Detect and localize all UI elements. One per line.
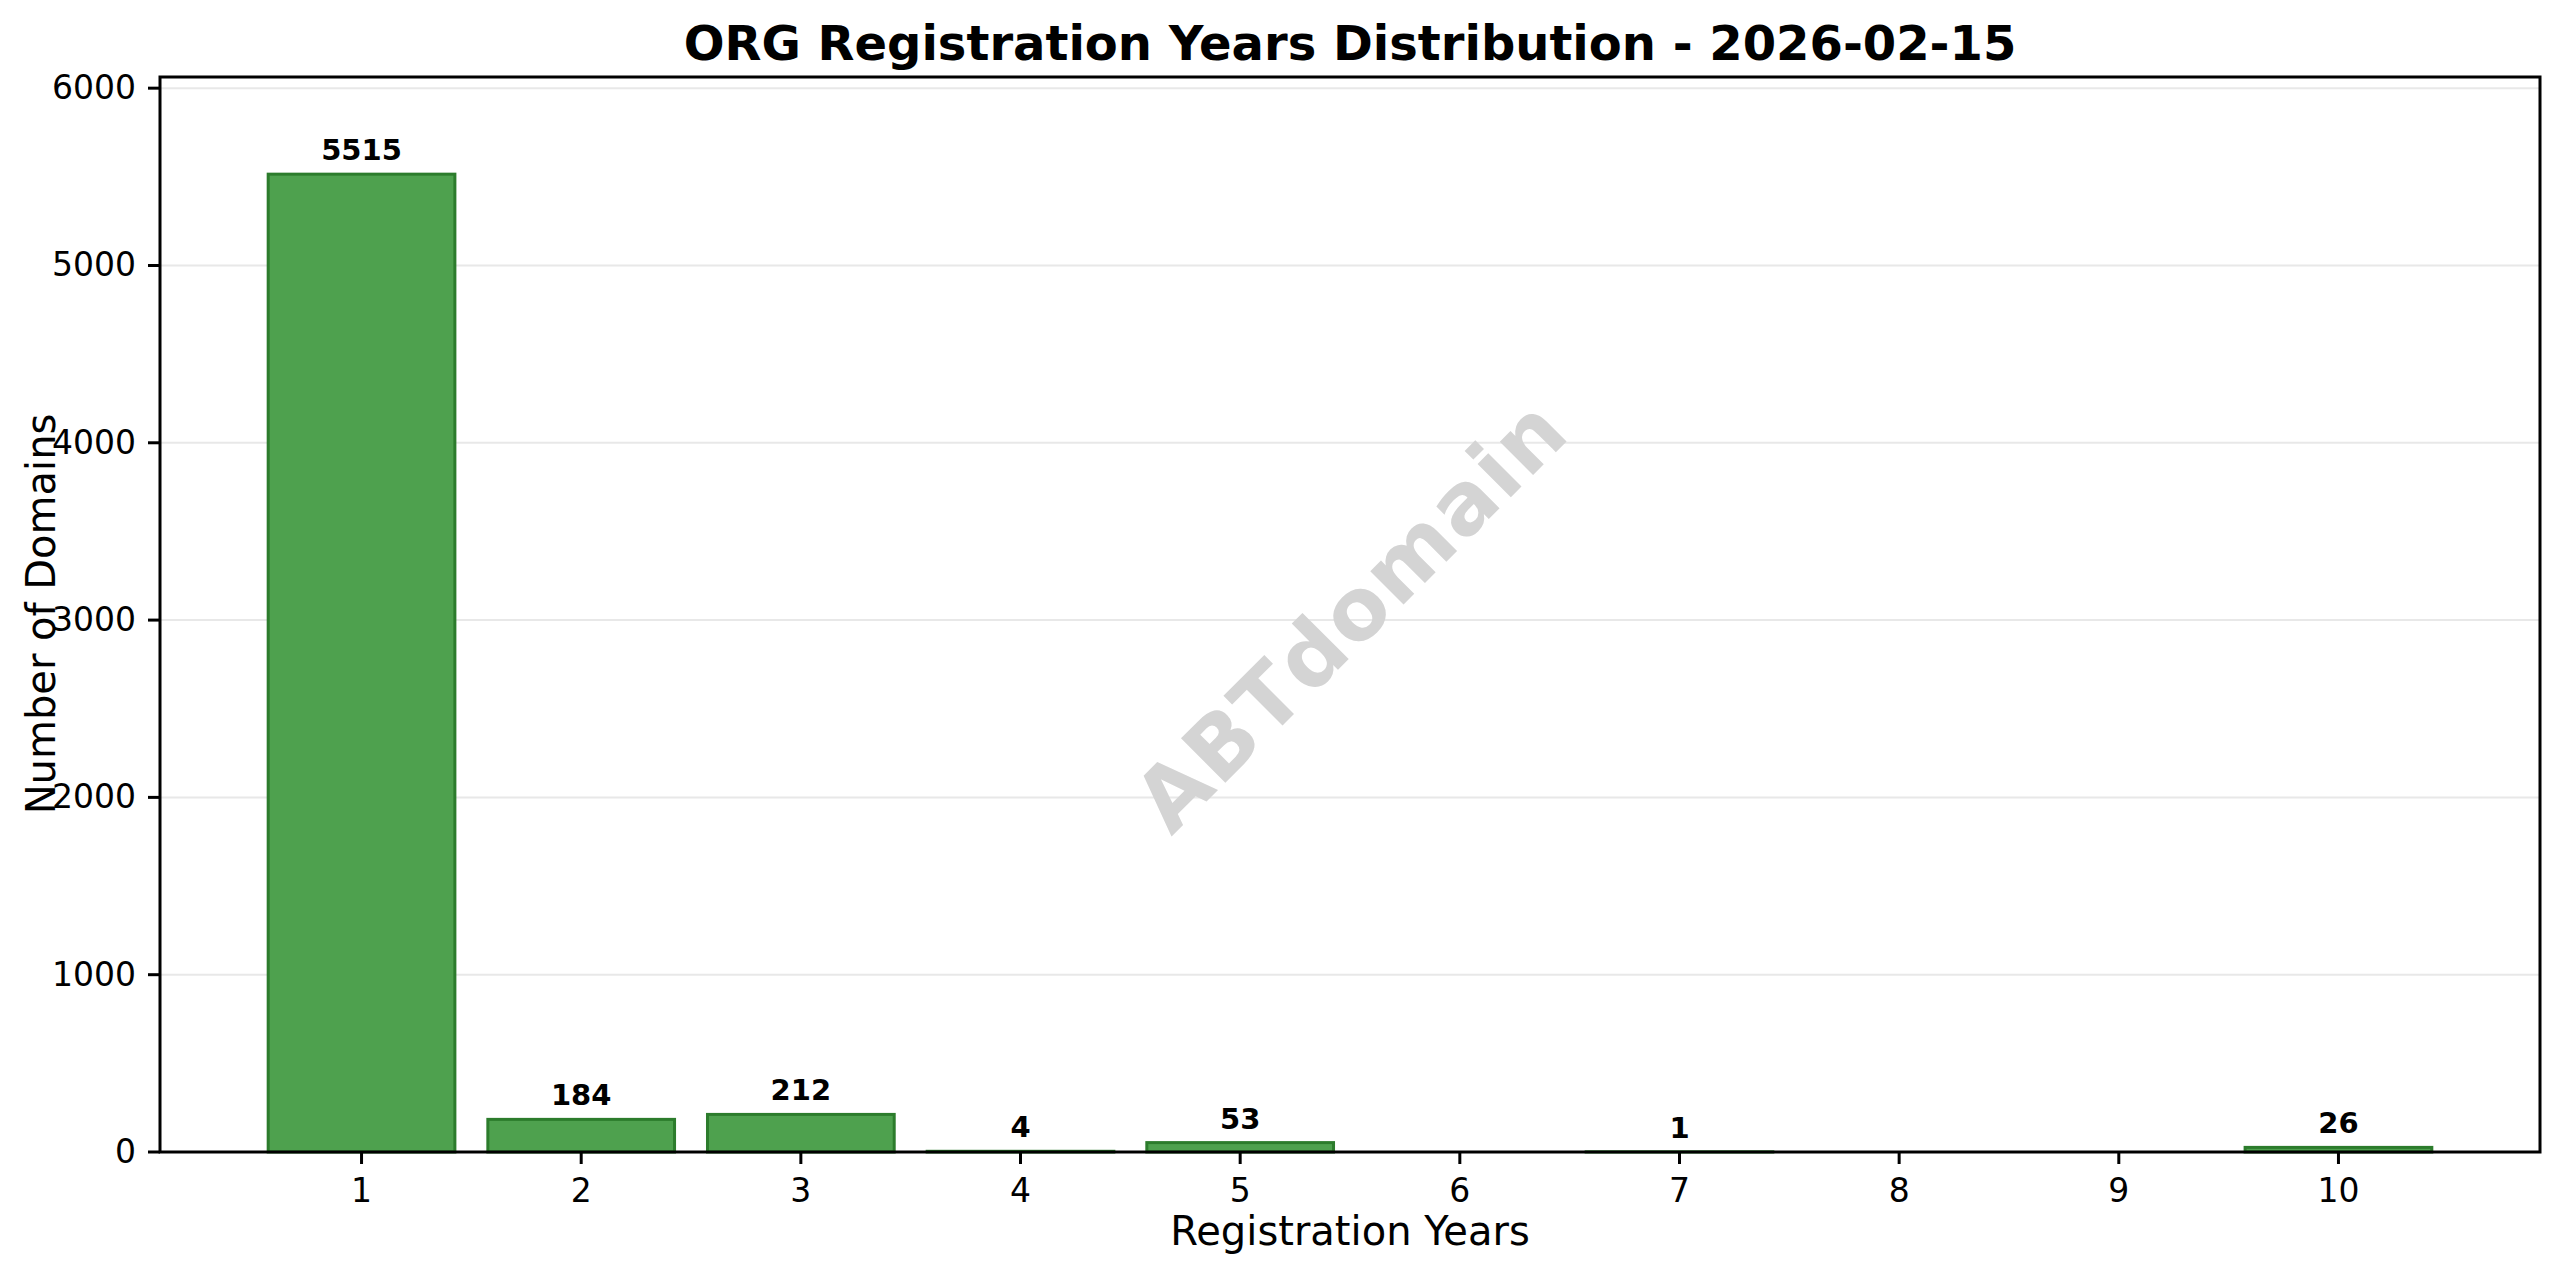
y-tick-label: 4000 xyxy=(52,423,136,462)
chart-canvas: 0 1000 2000 3000 4000 5000 6000 1 2 3 4 5 6 7 8 9 10 551… xyxy=(0,0,2560,1271)
x-tick-label: 2 xyxy=(571,1171,592,1210)
x-tick-label: 10 xyxy=(2317,1171,2359,1210)
chart-title: ORG Registration Years Distribution - 20… xyxy=(684,15,2017,71)
bar xyxy=(707,1114,894,1152)
y-tick-label: 0 xyxy=(115,1132,136,1171)
x-tick-label: 1 xyxy=(351,1171,372,1210)
watermark-text: ABTdomain xyxy=(1115,379,1587,851)
x-tick-label: 7 xyxy=(1669,1171,1690,1210)
y-axis-label: Number of Domains xyxy=(18,414,64,815)
x-tick-label: 5 xyxy=(1230,1171,1251,1210)
bar-value-label: 53 xyxy=(1220,1102,1260,1136)
y-tick-label: 2000 xyxy=(52,777,136,816)
bar-value-label: 1 xyxy=(1669,1111,1689,1145)
y-tick-label: 1000 xyxy=(52,955,136,994)
bar-value-label: 26 xyxy=(2318,1106,2358,1140)
y-tick-label: 5000 xyxy=(52,245,136,284)
x-tick-label: 6 xyxy=(1449,1171,1470,1210)
bar-chart-figure: 0 1000 2000 3000 4000 5000 6000 1 2 3 4 5 6 7 8 9 10 551… xyxy=(0,0,2560,1271)
grid-layer xyxy=(160,88,2540,975)
x-axis-label: Registration Years xyxy=(1170,1208,1529,1254)
bar-value-label: 5515 xyxy=(321,133,402,167)
bar xyxy=(268,174,455,1152)
x-tick-label: 4 xyxy=(1010,1171,1031,1210)
bar-value-label: 4 xyxy=(1010,1110,1030,1144)
y-tick-label: 3000 xyxy=(52,600,136,639)
x-tick-label: 9 xyxy=(2108,1171,2129,1210)
x-tick-label: 3 xyxy=(790,1171,811,1210)
x-tick-label: 8 xyxy=(1889,1171,1910,1210)
bar-value-label: 212 xyxy=(771,1073,832,1107)
bar-value-label: 184 xyxy=(551,1078,612,1112)
y-tick-label: 6000 xyxy=(52,68,136,107)
bar xyxy=(488,1119,675,1152)
